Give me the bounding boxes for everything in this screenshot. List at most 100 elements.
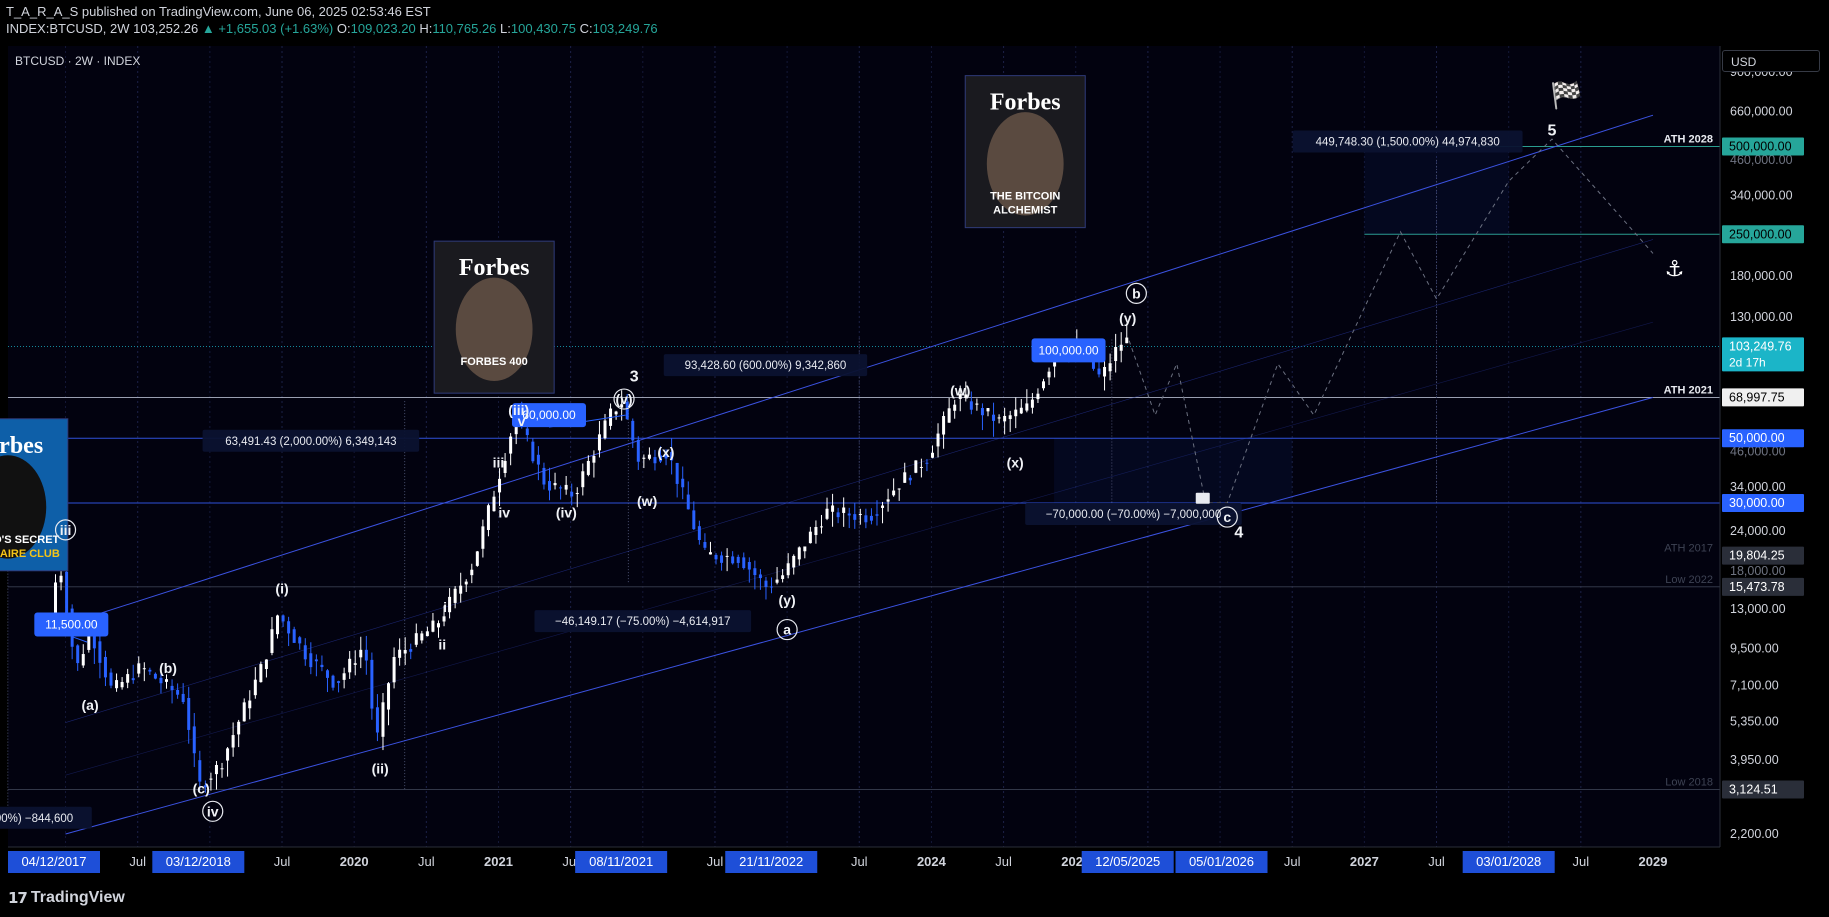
candle-body (436, 623, 440, 628)
wave-label: (c) (193, 781, 210, 797)
cover-headline: BILLIONAIRE CLUB (0, 548, 60, 560)
time-axis-label: 12/05/2025 (1095, 854, 1160, 869)
candle-body (103, 656, 107, 678)
candle-body (842, 507, 846, 513)
cover-headline: ALCHEMIST (993, 205, 1057, 217)
candle-body (503, 460, 507, 474)
candle-body (1036, 393, 1040, 400)
candle-body (980, 408, 984, 416)
candle-body (581, 471, 585, 488)
time-axis[interactable] (8, 847, 1720, 880)
candle-body (653, 457, 657, 464)
candle-body (276, 615, 280, 635)
candle-body (159, 677, 163, 684)
wave-label: (b) (159, 660, 177, 676)
time-axis-label: 08/11/2021 (589, 854, 653, 869)
tradingview-logo[interactable]: 17 TradingView (8, 889, 125, 907)
candle-body (414, 633, 418, 645)
price-tag-label: 30,000.00 (1729, 496, 1785, 510)
price-axis-label: 130,000.00 (1730, 310, 1793, 324)
price-chart[interactable]: ForbesCRYPTO'S SECRETBILLIONAIRE CLUBFor… (0, 42, 1829, 880)
candle-body (908, 477, 912, 481)
candle-body (1041, 381, 1045, 389)
candle-body (442, 616, 446, 622)
candle-body (542, 467, 546, 485)
channel-line (65, 396, 1654, 835)
candle-body (919, 466, 923, 468)
candle-body (1108, 363, 1112, 372)
wave-label: 3 (630, 368, 639, 385)
price-tag (1722, 493, 1804, 512)
candle-body (1119, 344, 1123, 351)
candle-body (237, 721, 241, 735)
candle-body (758, 574, 762, 579)
candle-body (836, 512, 840, 518)
candle-body (1047, 371, 1051, 378)
candle-body (1019, 407, 1023, 414)
candle-body (425, 631, 429, 637)
time-axis-label: 21/11/2022 (739, 854, 803, 869)
candle-body (509, 436, 513, 454)
brand-name: TradingView (30, 889, 125, 906)
candle-body (692, 510, 696, 530)
price-tag-label: 68,997.75 (1729, 390, 1785, 404)
candle-body (903, 472, 907, 483)
time-axis-label: 2021 (484, 854, 513, 869)
price-tag-label: 3,124.51 (1729, 783, 1778, 797)
candle-body (792, 555, 796, 568)
wave-label: b (1132, 285, 1141, 301)
candle-body (864, 515, 868, 523)
candle-body (248, 700, 252, 709)
wave-label: (x) (657, 444, 674, 460)
last-price: 103,252.26 (133, 21, 199, 36)
candle-body (259, 664, 263, 683)
candle-body (231, 735, 235, 748)
magazine-cover: Forbes THE BITCOIN ALCHEMIST (964, 75, 1086, 229)
candle-body (65, 571, 69, 616)
candle-body (986, 408, 990, 412)
candle-body (670, 452, 674, 461)
candle-body (720, 555, 724, 563)
candle-body (869, 515, 873, 521)
candle-body (192, 726, 196, 754)
wave-label: i (443, 599, 447, 615)
wave-label: (ii) (372, 760, 389, 776)
time-axis-marker (8, 851, 100, 873)
candle-body (664, 453, 668, 459)
candle-body (958, 394, 962, 399)
price-axis-label: 460,000.00 (1730, 153, 1793, 167)
candle-body (597, 434, 601, 451)
price-axis-label: 5,350.00 (1730, 714, 1779, 728)
level-label: ATH 2028 (1664, 133, 1713, 145)
candle-body (475, 551, 479, 566)
candle-body (420, 633, 424, 641)
target-callout-label: 100,000.00 (1038, 343, 1098, 357)
time-axis-label: Jul (129, 854, 146, 869)
candle-body (137, 663, 141, 674)
candle-body (398, 649, 402, 658)
candle-body (287, 621, 291, 634)
candle-body (359, 649, 363, 658)
cover-portrait-icon (455, 277, 533, 381)
price-tag (1722, 137, 1804, 156)
candle-body (992, 414, 996, 421)
candle-body (725, 555, 729, 557)
candle-body (459, 585, 463, 594)
candle-body (115, 680, 119, 689)
symbol-label[interactable]: INDEX:BTCUSD, 2W (6, 21, 130, 36)
candle-body (92, 634, 96, 649)
currency-button[interactable]: USD (1722, 50, 1820, 72)
price-change: ▲ +1,655.03 (+1.63%) (201, 21, 334, 36)
price-tag (1722, 577, 1804, 596)
wave-label: (x) (1007, 455, 1024, 471)
candle-body (559, 487, 563, 489)
cover-headline: CRYPTO'S SECRET (0, 534, 60, 546)
price-axis-label: 24,000.00 (1730, 524, 1786, 538)
cover-headline: THE BITCOIN (990, 191, 1060, 203)
candle-body (170, 685, 174, 690)
wave-label: iii (493, 455, 505, 471)
candle-body (448, 596, 452, 613)
candle-body (220, 768, 224, 770)
close-label: C: (579, 21, 593, 36)
time-axis-label: 05/01/2026 (1189, 854, 1254, 869)
